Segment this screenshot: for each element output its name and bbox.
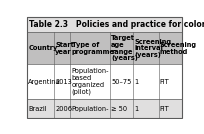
- Text: Population-
based
organized
(pilot): Population- based organized (pilot): [72, 68, 109, 95]
- Text: FIT: FIT: [160, 106, 170, 112]
- Text: Type of
programme: Type of programme: [72, 42, 115, 55]
- Text: FIT: FIT: [160, 79, 170, 85]
- Text: Country: Country: [28, 45, 58, 51]
- Text: 50–75: 50–75: [111, 79, 132, 85]
- Text: Screening
interval
(years): Screening interval (years): [135, 38, 172, 58]
- Text: 2013: 2013: [55, 79, 72, 85]
- Text: 2006: 2006: [55, 106, 72, 112]
- Bar: [27, 17, 182, 32]
- Text: ≥ 50: ≥ 50: [111, 106, 127, 112]
- Text: Population-: Population-: [72, 106, 109, 112]
- Text: 1: 1: [135, 79, 139, 85]
- Text: Start
year: Start year: [55, 42, 74, 55]
- Bar: [27, 64, 182, 99]
- Text: Brazil: Brazil: [28, 106, 47, 112]
- Bar: [27, 99, 182, 120]
- Text: Table 2.3   Policies and practice for colorectal cancer screer: Table 2.3 Policies and practice for colo…: [29, 20, 204, 29]
- Text: 1: 1: [135, 106, 139, 112]
- Text: Target
age
range
(years): Target age range (years): [111, 35, 138, 61]
- Text: Argentina: Argentina: [28, 79, 61, 85]
- Bar: [27, 32, 182, 64]
- Text: Screening
method: Screening method: [160, 42, 197, 55]
